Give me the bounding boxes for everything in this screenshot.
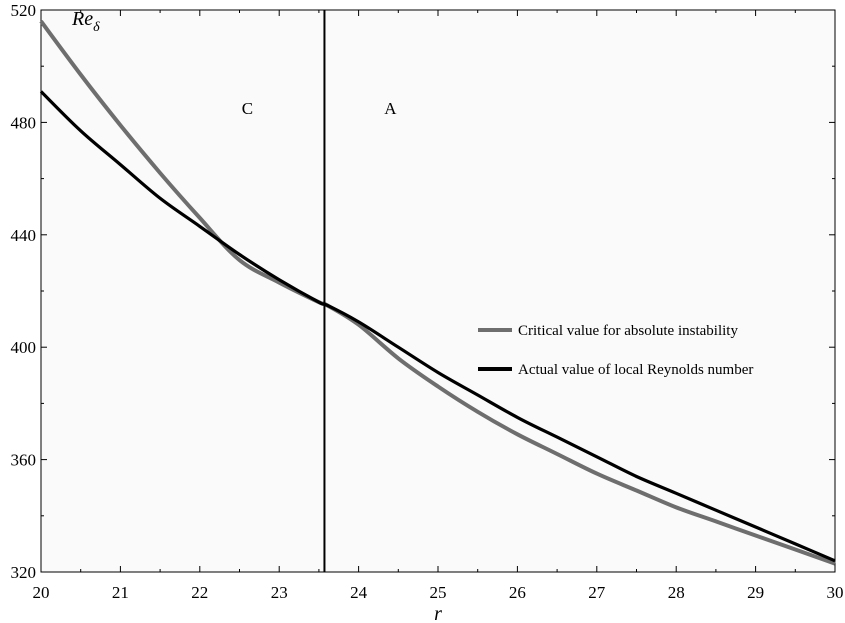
x-tick-label: 23 — [271, 583, 288, 602]
y-tick-label: 440 — [11, 226, 37, 245]
series-layer — [39, 20, 836, 566]
series-critical-value-line — [39, 20, 836, 566]
y-tick-label: 360 — [11, 451, 37, 470]
y-tick-labels: 320 360 400 440 480 520 — [11, 1, 37, 582]
legend-label-critical: Critical value for absolute instability — [518, 323, 738, 339]
x-tick-label: 27 — [588, 583, 606, 602]
x-tick-label: 28 — [668, 583, 685, 602]
region-label-c: C — [242, 99, 253, 118]
region-label-a: A — [384, 99, 397, 118]
plot-frame — [40, 9, 836, 573]
y-tick-label: 400 — [11, 338, 37, 357]
ticks — [40, 9, 836, 573]
x-tick-label: 22 — [191, 583, 208, 602]
y-tick-label: 520 — [11, 1, 37, 20]
x-tick-label: 24 — [350, 583, 368, 602]
x-tick-label: 30 — [827, 583, 844, 602]
x-tick-label: 25 — [430, 583, 447, 602]
x-tick-labels: 20 21 22 23 24 25 26 27 28 29 30 — [33, 583, 844, 602]
series-actual-reynolds-line — [39, 90, 836, 563]
legend: Critical value for absolute instability … — [478, 323, 753, 378]
x-tick-label: 20 — [33, 583, 50, 602]
y-tick-label: 320 — [11, 563, 37, 582]
x-tick-label: 29 — [747, 583, 764, 602]
y-axis-title: Reδ — [71, 8, 100, 35]
legend-label-actual: Actual value of local Reynolds number — [518, 362, 753, 378]
x-axis-title: r — [434, 603, 442, 623]
x-tick-label: 21 — [112, 583, 129, 602]
x-tick-label: 26 — [509, 583, 526, 602]
y-tick-label: 480 — [11, 113, 37, 132]
